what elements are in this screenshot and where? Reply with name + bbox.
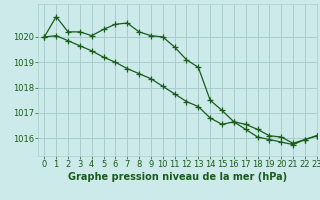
X-axis label: Graphe pression niveau de la mer (hPa): Graphe pression niveau de la mer (hPa): [68, 172, 287, 182]
